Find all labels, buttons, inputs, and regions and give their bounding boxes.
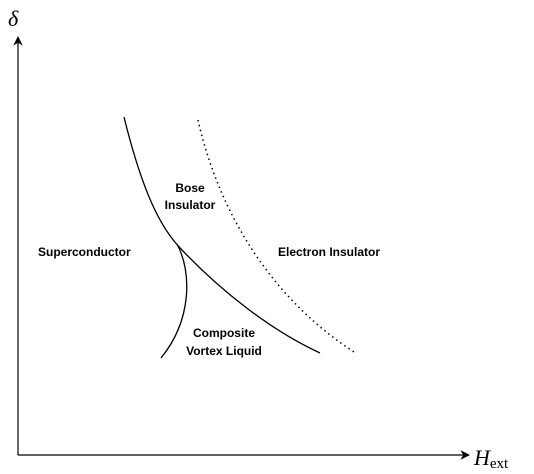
vortex-liquid-label: Composite (193, 326, 255, 340)
crossover-line (197, 119, 355, 353)
bose-label: Insulator (165, 198, 216, 212)
x-axis-subscript: ext (490, 456, 509, 472)
bose-label: Bose (175, 181, 205, 195)
vortex-liquid-label: Vortex Liquid (186, 344, 262, 358)
electron-insulator-label: Electron Insulator (278, 245, 380, 259)
x-axis-label: Hext (473, 445, 509, 472)
y-axis-label: δ (8, 6, 19, 31)
x-axis-symbol: H (473, 445, 491, 470)
phase-boundary (123, 116, 321, 354)
vortex-liquid-boundary (160, 243, 188, 359)
superconductor-label: Superconductor (38, 245, 131, 259)
